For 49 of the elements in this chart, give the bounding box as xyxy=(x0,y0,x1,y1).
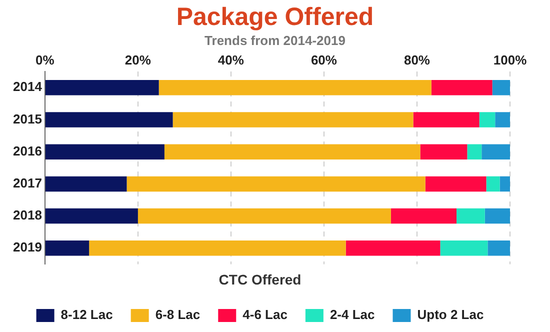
bar xyxy=(164,144,420,160)
chart-subtitle: Trends from 2014-2019 xyxy=(204,32,346,50)
bar xyxy=(172,112,414,128)
bar xyxy=(486,176,500,192)
bar xyxy=(138,208,391,224)
y-tick-label: 2015 xyxy=(13,111,42,126)
bar xyxy=(440,240,488,256)
bar xyxy=(488,240,510,256)
y-tick-label: 2017 xyxy=(13,176,42,191)
bar xyxy=(484,208,510,224)
bar xyxy=(492,80,510,96)
x-tick-label: 20% xyxy=(124,52,152,68)
y-tick-label: 2019 xyxy=(13,240,42,255)
bar xyxy=(45,80,159,96)
chart-title: Package Offered xyxy=(175,2,375,32)
legend-label: Upto 2 Lac xyxy=(417,307,484,322)
legend-label: 8-12 Lac xyxy=(60,307,113,322)
x-tick-label: 60% xyxy=(310,52,338,68)
legend-label: 2-4 Lac xyxy=(330,307,375,322)
bar xyxy=(45,176,127,192)
bar xyxy=(413,112,480,128)
bar xyxy=(425,176,486,192)
legend-label: 4-6 Lac xyxy=(242,307,288,322)
x-tick-label: 40% xyxy=(218,52,244,68)
bar xyxy=(89,240,346,256)
bar xyxy=(126,176,426,192)
bar xyxy=(431,80,492,96)
bar xyxy=(500,176,510,192)
x-tick-label: 100% xyxy=(493,52,528,68)
bar xyxy=(390,208,457,224)
bar xyxy=(420,144,468,160)
bar xyxy=(482,144,510,160)
bar xyxy=(456,208,485,224)
x-axis-title: CTC Offered xyxy=(218,271,302,288)
legend-label: 6-8 Lac xyxy=(155,307,200,322)
x-tick-label: 80% xyxy=(404,52,430,68)
bar xyxy=(45,144,164,160)
y-tick-label: 2014 xyxy=(13,79,43,94)
bar xyxy=(45,240,90,256)
x-tick-label: 0% xyxy=(36,52,55,68)
bar xyxy=(495,112,510,128)
bar xyxy=(158,80,432,96)
bar xyxy=(467,144,482,160)
y-tick-label: 2018 xyxy=(13,208,42,223)
y-tick-label: 2016 xyxy=(13,143,42,158)
bar xyxy=(479,112,496,128)
bar xyxy=(346,240,440,256)
bar xyxy=(45,208,138,224)
bar xyxy=(45,112,173,128)
